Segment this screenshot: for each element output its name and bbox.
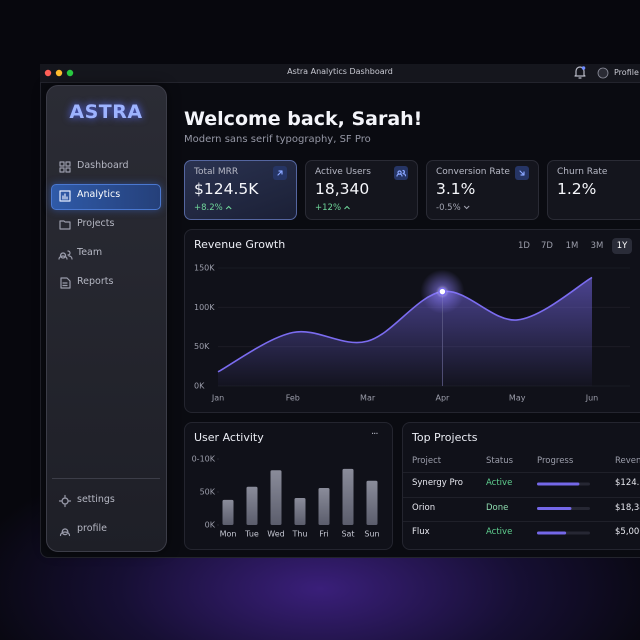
welcome-title: Welcome back, Sarah! [184,108,423,130]
kpi-icon-badge [273,166,287,180]
project-status: Active [486,527,513,537]
welcome-subtitle: Modern sans serif typography, SF Pro [184,134,371,145]
panel-title: Top Projects [412,431,478,444]
nav-item[interactable]: Projects [77,218,115,229]
revenue-panel [184,229,640,413]
project-revenue: $18,340 [615,502,640,513]
footer-item[interactable]: profile [77,523,108,534]
kpi-change: +8.2% [194,203,223,213]
kpi-value: 1.2% [557,180,597,198]
window-title: Astra Analytics Dashboard [287,67,393,76]
range-button[interactable]: 7D [541,241,553,251]
kpi-label: Conversion Rate [436,167,510,177]
range-button[interactable]: 1M [565,241,579,251]
range-button[interactable]: 1D [518,241,530,251]
more-menu[interactable]: ··· [371,429,378,440]
sidebar [46,85,167,552]
project-name[interactable]: Synergy Pro [412,478,463,488]
range-button[interactable]: 1Y [616,241,628,251]
row-divider [403,472,640,473]
project-name[interactable]: Orion [412,502,436,513]
profile-label[interactable]: Profile [614,68,639,77]
range-button[interactable]: 3M [590,241,604,251]
column-header: Status [486,456,514,466]
kpi-icon-badge [515,166,529,180]
row-divider [403,496,640,498]
kpi-value: 3.1% [436,180,476,198]
kpi-label: Churn Rate [557,167,608,177]
nav-item[interactable]: Dashboard [77,160,129,171]
panel-title: Revenue Growth [194,238,286,251]
nav-item[interactable]: Reports [77,276,114,287]
kpi-change: +12% [315,203,342,213]
sidebar-divider [52,478,160,479]
project-revenue: $5,000 [615,527,640,537]
kpi-change: -0.5% [436,203,461,213]
column-header: Revenue [615,456,640,466]
activity-panel [184,422,393,550]
column-header: Project [412,456,442,466]
logo: ASTRA [69,101,143,123]
kpi-value: 18,340 [315,180,370,198]
row-divider [403,521,640,522]
footer-item[interactable]: settings [77,494,115,505]
kpi-value: $124.5K [194,180,259,198]
panel-title: User Activity [194,431,264,444]
kpi-label: Active Users [315,167,371,177]
project-status: Done [486,502,509,513]
project-status: Active [486,478,513,488]
projects-panel [402,422,640,550]
project-name[interactable]: Flux [412,527,430,537]
kpi-icon-badge [394,166,408,180]
nav-item[interactable]: Analytics [77,189,121,200]
column-header: Progress [537,456,574,466]
title-bar [40,64,640,83]
range-active-bg [612,238,632,254]
project-revenue: $124.5K [615,478,640,488]
nav-item[interactable]: Team [77,247,103,258]
kpi-card [547,160,640,220]
kpi-label: Total MRR [194,167,239,177]
